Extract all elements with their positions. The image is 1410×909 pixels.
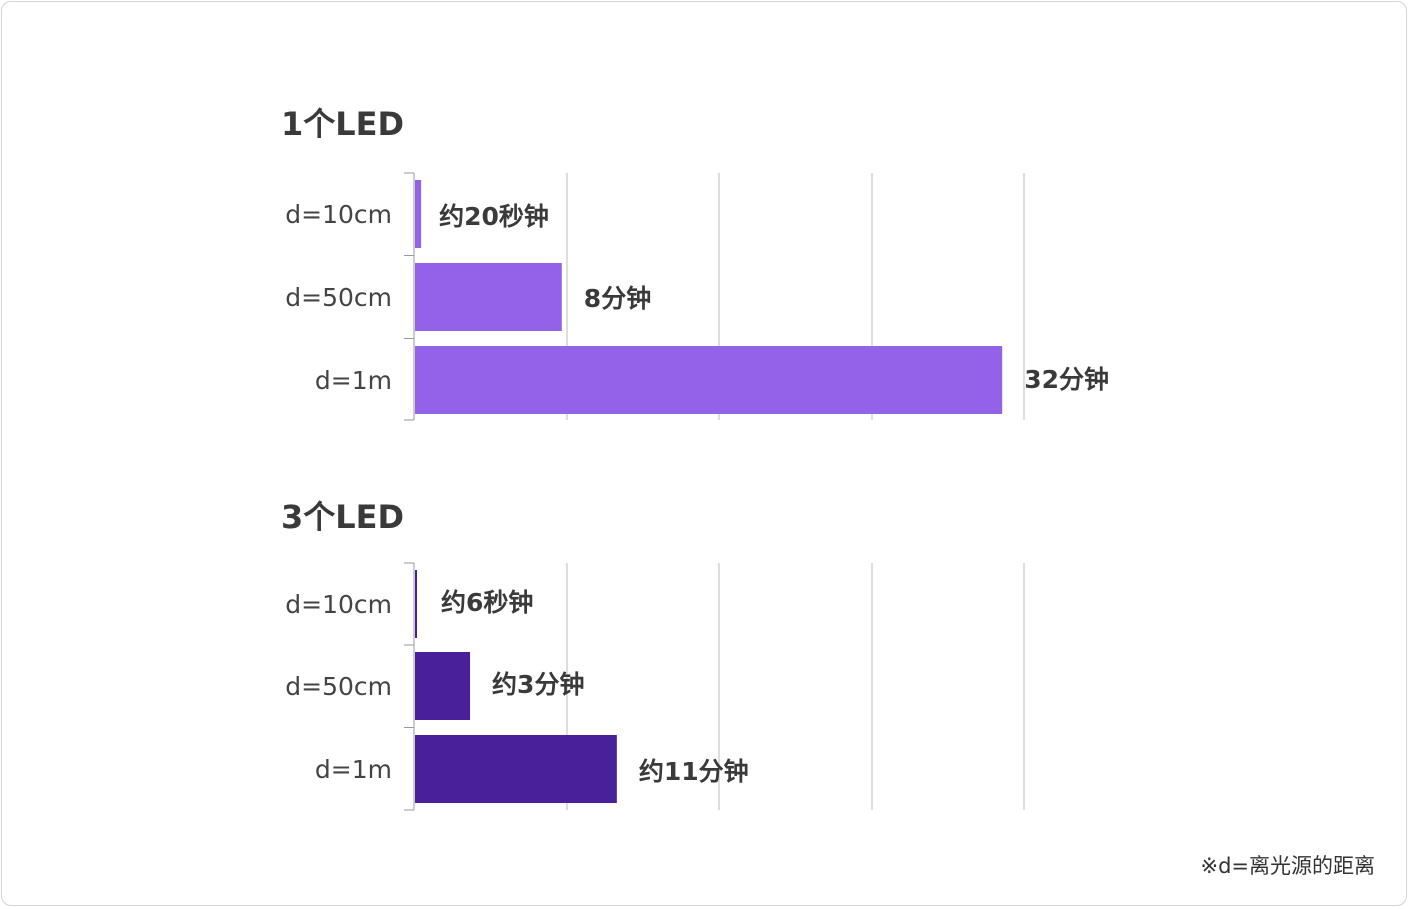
- bar: [415, 346, 1003, 414]
- bar: [415, 180, 422, 248]
- value-label: 8分钟: [584, 284, 651, 313]
- category-label: d=50cm: [285, 283, 392, 312]
- value-label: 约3分钟: [492, 670, 584, 699]
- value-label: 约6秒钟: [441, 588, 533, 617]
- category-label: d=1m: [315, 755, 392, 784]
- category-label: d=10cm: [285, 590, 392, 619]
- value-label: 约20秒钟: [439, 202, 549, 231]
- category-label: d=10cm: [285, 200, 392, 229]
- chart-title: 1个LED: [281, 105, 404, 143]
- chart-title: 3个LED: [281, 498, 404, 536]
- category-label: d=1m: [315, 366, 392, 395]
- bar: [415, 263, 562, 331]
- category-label: d=50cm: [285, 672, 392, 701]
- value-label: 约11分钟: [639, 757, 749, 786]
- bar: [415, 652, 471, 720]
- chart-1-led: 1个LED d=10cm 约20秒钟 d=50cm 8分钟 d=1m 32分钟: [281, 105, 1109, 421]
- bar: [415, 570, 417, 638]
- chart-3-led: 3个LED d=10cm 约6秒钟 d=50cm 约3分钟 d=1m 约11分钟: [281, 498, 1025, 811]
- bar: [415, 735, 617, 803]
- value-label: 32分钟: [1024, 365, 1109, 394]
- footnote: ※d=离光源的距离: [1200, 854, 1375, 878]
